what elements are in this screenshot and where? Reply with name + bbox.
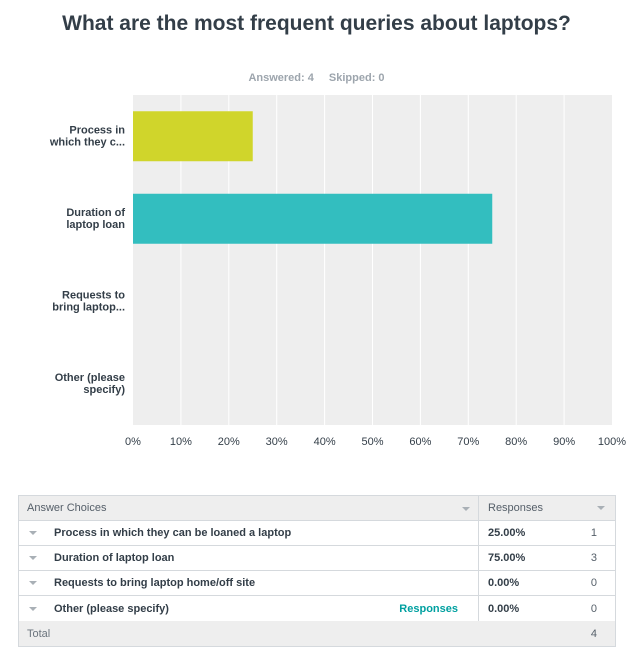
response-percent-value: 0.00% — [488, 577, 520, 589]
response-percent-value: 0.00% — [488, 602, 520, 615]
response-stats: Answered: 4 Skipped: 0 — [0, 72, 633, 84]
answer-table: Answer Choices Responses Process in whic… — [18, 495, 616, 647]
responses-header[interactable]: Responses — [479, 496, 559, 520]
answer-choice-label: Process in which they can be loaned a la… — [54, 527, 292, 539]
category-label: Process in which they c... — [49, 124, 125, 148]
table-total-row: Total 4 — [19, 621, 615, 646]
sort-caret-icon[interactable] — [597, 506, 605, 510]
answer-choice-cell: Process in which they can be loaned a la… — [19, 521, 479, 545]
answer-choices-header[interactable]: Answer Choices — [19, 496, 479, 520]
x-tick-label: 30% — [266, 436, 288, 448]
expand-caret-icon[interactable] — [29, 606, 37, 611]
bar[interactable] — [133, 193, 493, 244]
table-row: Requests to bring laptop home/off site 0.… — [19, 571, 615, 596]
responses-header-label: Responses — [488, 502, 544, 514]
response-count: 3 — [590, 552, 597, 564]
table-header: Answer Choices Responses — [19, 496, 615, 521]
response-percent: 75.00% — [479, 546, 559, 570]
table-row: Other (please specify) Responses 0.00% 0 — [19, 596, 615, 621]
sort-caret-icon[interactable] — [462, 507, 470, 511]
answered-count: Answered: 4 — [248, 72, 314, 84]
x-tick-label: 60% — [409, 436, 431, 448]
x-tick-label: 50% — [361, 436, 383, 448]
x-tick-label: 80% — [505, 436, 527, 448]
x-tick-label: 20% — [218, 436, 240, 448]
expand-caret-icon[interactable] — [29, 581, 37, 585]
view-responses-link[interactable]: Responses — [399, 602, 458, 615]
response-percent-value: 25.00% — [488, 527, 526, 539]
table-row: Duration of laptop loan 75.00% 3 — [19, 546, 615, 571]
total-label: Total — [27, 627, 51, 640]
answer-choice-cell: Requests to bring laptop home/off site — [19, 571, 479, 595]
bar-chart: 0% 10% 20% 30% 40% 50% 60% 70% 80% 90% 100% Process… — [49, 95, 626, 448]
response-count: 0 — [590, 602, 597, 615]
total-spacer — [479, 621, 559, 646]
x-tick-label: 70% — [457, 436, 479, 448]
response-percent-value: 75.00% — [488, 552, 526, 564]
x-tick-label: 10% — [170, 436, 192, 448]
response-percent: 0.00% — [479, 596, 559, 621]
expand-caret-icon[interactable] — [29, 556, 37, 560]
answer-choice-cell: Duration of laptop loan — [19, 546, 479, 570]
answer-choice-label: Duration of laptop loan — [54, 552, 175, 564]
category-label: Requests to bring laptop... — [52, 289, 125, 313]
response-percent: 0.00% — [479, 571, 559, 595]
answer-choice-label: Other (please specify) — [54, 602, 169, 615]
response-percent: 25.00% — [479, 521, 559, 545]
answer-choice-label: Requests to bring laptop home/off site — [54, 577, 256, 589]
x-tick-label: 40% — [314, 436, 336, 448]
answer-choice-cell: Other (please specify) Responses — [19, 596, 479, 621]
response-count: 0 — [590, 577, 597, 589]
question-title: What are the most frequent queries about… — [62, 12, 571, 35]
total-label-cell: Total — [19, 621, 479, 646]
x-tick-label: 90% — [553, 436, 575, 448]
bar[interactable] — [133, 111, 253, 162]
x-tick-label: 0% — [125, 436, 141, 448]
category-label: Duration of laptop loan — [66, 207, 125, 231]
responses-header-sort[interactable] — [559, 496, 615, 520]
x-tick-label: 100% — [598, 436, 626, 448]
expand-caret-icon[interactable] — [29, 531, 37, 535]
response-count: 1 — [590, 527, 597, 539]
table-row: Process in which they can be loaned a la… — [19, 521, 615, 546]
answer-choices-header-label: Answer Choices — [27, 502, 107, 514]
skipped-count: Skipped: 0 — [328, 72, 385, 84]
category-label: Other (please specify) — [55, 372, 126, 396]
total-count: 4 — [590, 627, 597, 640]
